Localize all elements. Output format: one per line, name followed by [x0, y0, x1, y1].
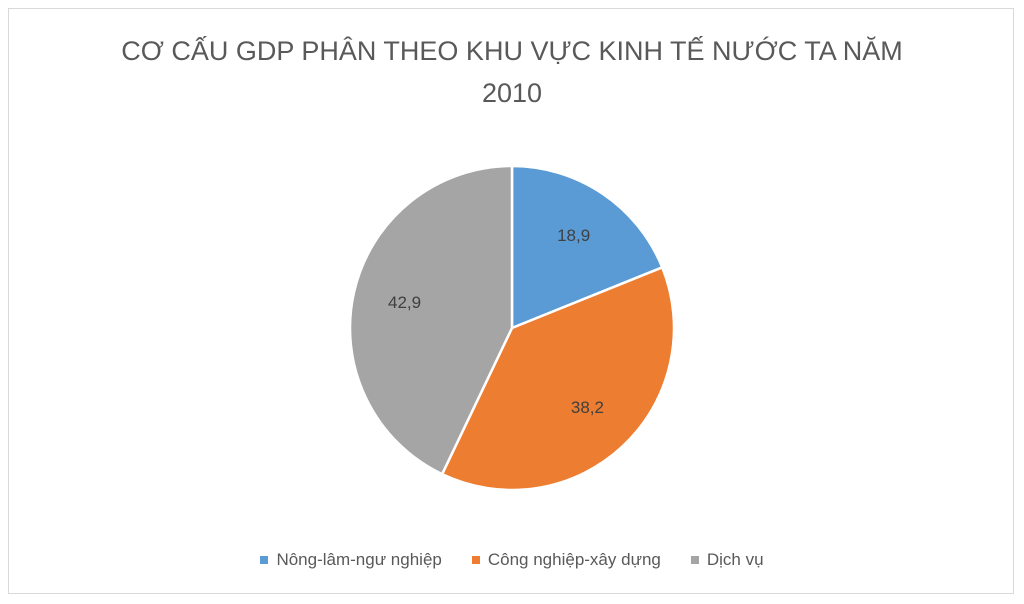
legend-item: Nông-lâm-ngư nghiệp: [260, 550, 442, 570]
legend-label: Công nghiệp-xây dựng: [487, 550, 661, 569]
chart-frame: [8, 8, 1014, 594]
legend: Nông-lâm-ngư nghiệp Công nghiệp-xây dựng D…: [0, 550, 1024, 570]
legend-swatch: [471, 556, 480, 564]
legend-label: Nông-lâm-ngư nghiệp: [276, 550, 442, 569]
legend-label: Dịch vụ: [706, 550, 764, 569]
data-label: 18,9: [557, 226, 590, 245]
data-label: 38,2: [571, 398, 604, 417]
legend-swatch: [690, 556, 699, 564]
legend-swatch: [260, 556, 269, 564]
chart-title: CƠ CẤU GDP PHÂN THEO KHU VỰC KINH TẾ NƯỚ…: [121, 36, 903, 108]
data-label: 42,9: [388, 293, 421, 312]
pie-slice: [510, 164, 664, 330]
pie-slice: [348, 164, 514, 476]
legend-item: Dịch vụ: [690, 550, 764, 570]
legend-item: Công nghiệp-xây dựng: [471, 550, 661, 570]
pie-slice: [440, 265, 676, 492]
